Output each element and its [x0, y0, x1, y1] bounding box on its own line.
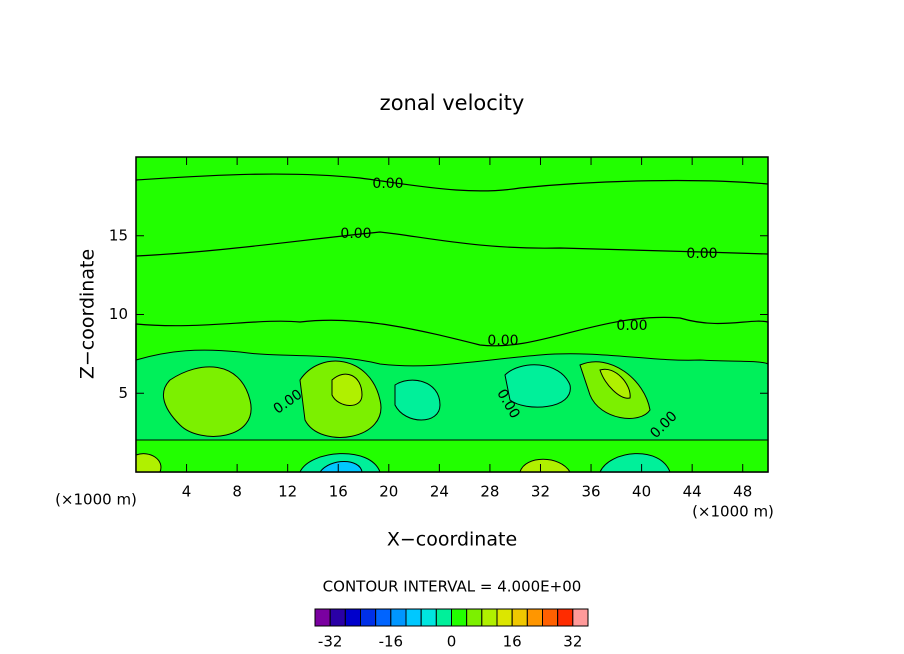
colorbar-box: [360, 608, 377, 627]
x-tick-label: 16: [329, 483, 348, 501]
colorbar-tick-label: -32: [318, 633, 343, 651]
chart-title: zonal velocity: [380, 91, 525, 115]
colorbar-tick-label: 16: [503, 633, 522, 651]
x-tick-label: 48: [733, 483, 752, 501]
contour-interval: CONTOUR INTERVAL = 4.000E+00: [323, 578, 582, 596]
contour-label: 0.00: [372, 176, 403, 192]
contour-field: [135, 157, 769, 473]
colorbar-tick-label: -16: [379, 633, 404, 651]
colorbar-box: [557, 608, 574, 627]
contour-line: [135, 173, 769, 192]
colorbar-box: [375, 608, 392, 627]
colorbar-box: [542, 608, 559, 627]
colorbar-box: [572, 608, 589, 627]
y-axis-label: Z−coordinate: [77, 249, 99, 379]
contour-blob: [394, 379, 441, 421]
x-axis-label: X−coordinate: [387, 529, 517, 551]
contour-label: 0.00: [686, 246, 717, 262]
contour-blob: [599, 453, 671, 473]
colorbar-box: [390, 608, 407, 627]
colorbar-box: [451, 608, 468, 627]
x-unit-label: (×1000 m): [55, 491, 137, 509]
colorbar-box: [526, 608, 543, 627]
contour-blob: [504, 364, 571, 408]
contour-blob: [599, 368, 631, 399]
contour-label: 0.00: [616, 318, 647, 334]
y-tick-label: 5: [118, 384, 128, 402]
contour-label: 0.00: [487, 333, 518, 349]
colorbar-box: [496, 608, 513, 627]
contour-line: [135, 231, 769, 257]
x-tick-label: 40: [632, 483, 651, 501]
x-tick-label: 36: [581, 483, 600, 501]
contour-blob: [162, 366, 252, 437]
colorbar-box: [420, 608, 437, 627]
x-tick-label: 12: [278, 483, 297, 501]
colorbar-box: [466, 608, 483, 627]
colorbar-box: [435, 608, 453, 627]
x-tick-label: 24: [430, 483, 449, 501]
colorbar-box: [344, 608, 362, 627]
colorbar-box: [314, 608, 331, 627]
contour-band: [135, 439, 769, 473]
colorbar-box: [405, 608, 422, 627]
x-tick-label: 44: [683, 483, 702, 501]
colorbar-tick-label: 32: [563, 633, 582, 651]
x-unit-label: (×1000 m): [692, 503, 774, 521]
contour-label: 0.00: [340, 226, 371, 242]
colorbar-box: [511, 608, 528, 627]
colorbar-tick-label: 0: [447, 633, 457, 651]
x-tick-label: 20: [379, 483, 398, 501]
colorbar-box: [481, 608, 498, 627]
colorbar-box: [329, 608, 346, 627]
x-tick-label: 28: [480, 483, 499, 501]
x-tick-label: 8: [232, 483, 242, 501]
contour-blob: [331, 373, 363, 406]
x-tick-label: 32: [531, 483, 550, 501]
y-tick-label: 15: [109, 226, 128, 244]
x-tick-label: 4: [182, 483, 192, 501]
y-tick-label: 10: [109, 305, 128, 323]
